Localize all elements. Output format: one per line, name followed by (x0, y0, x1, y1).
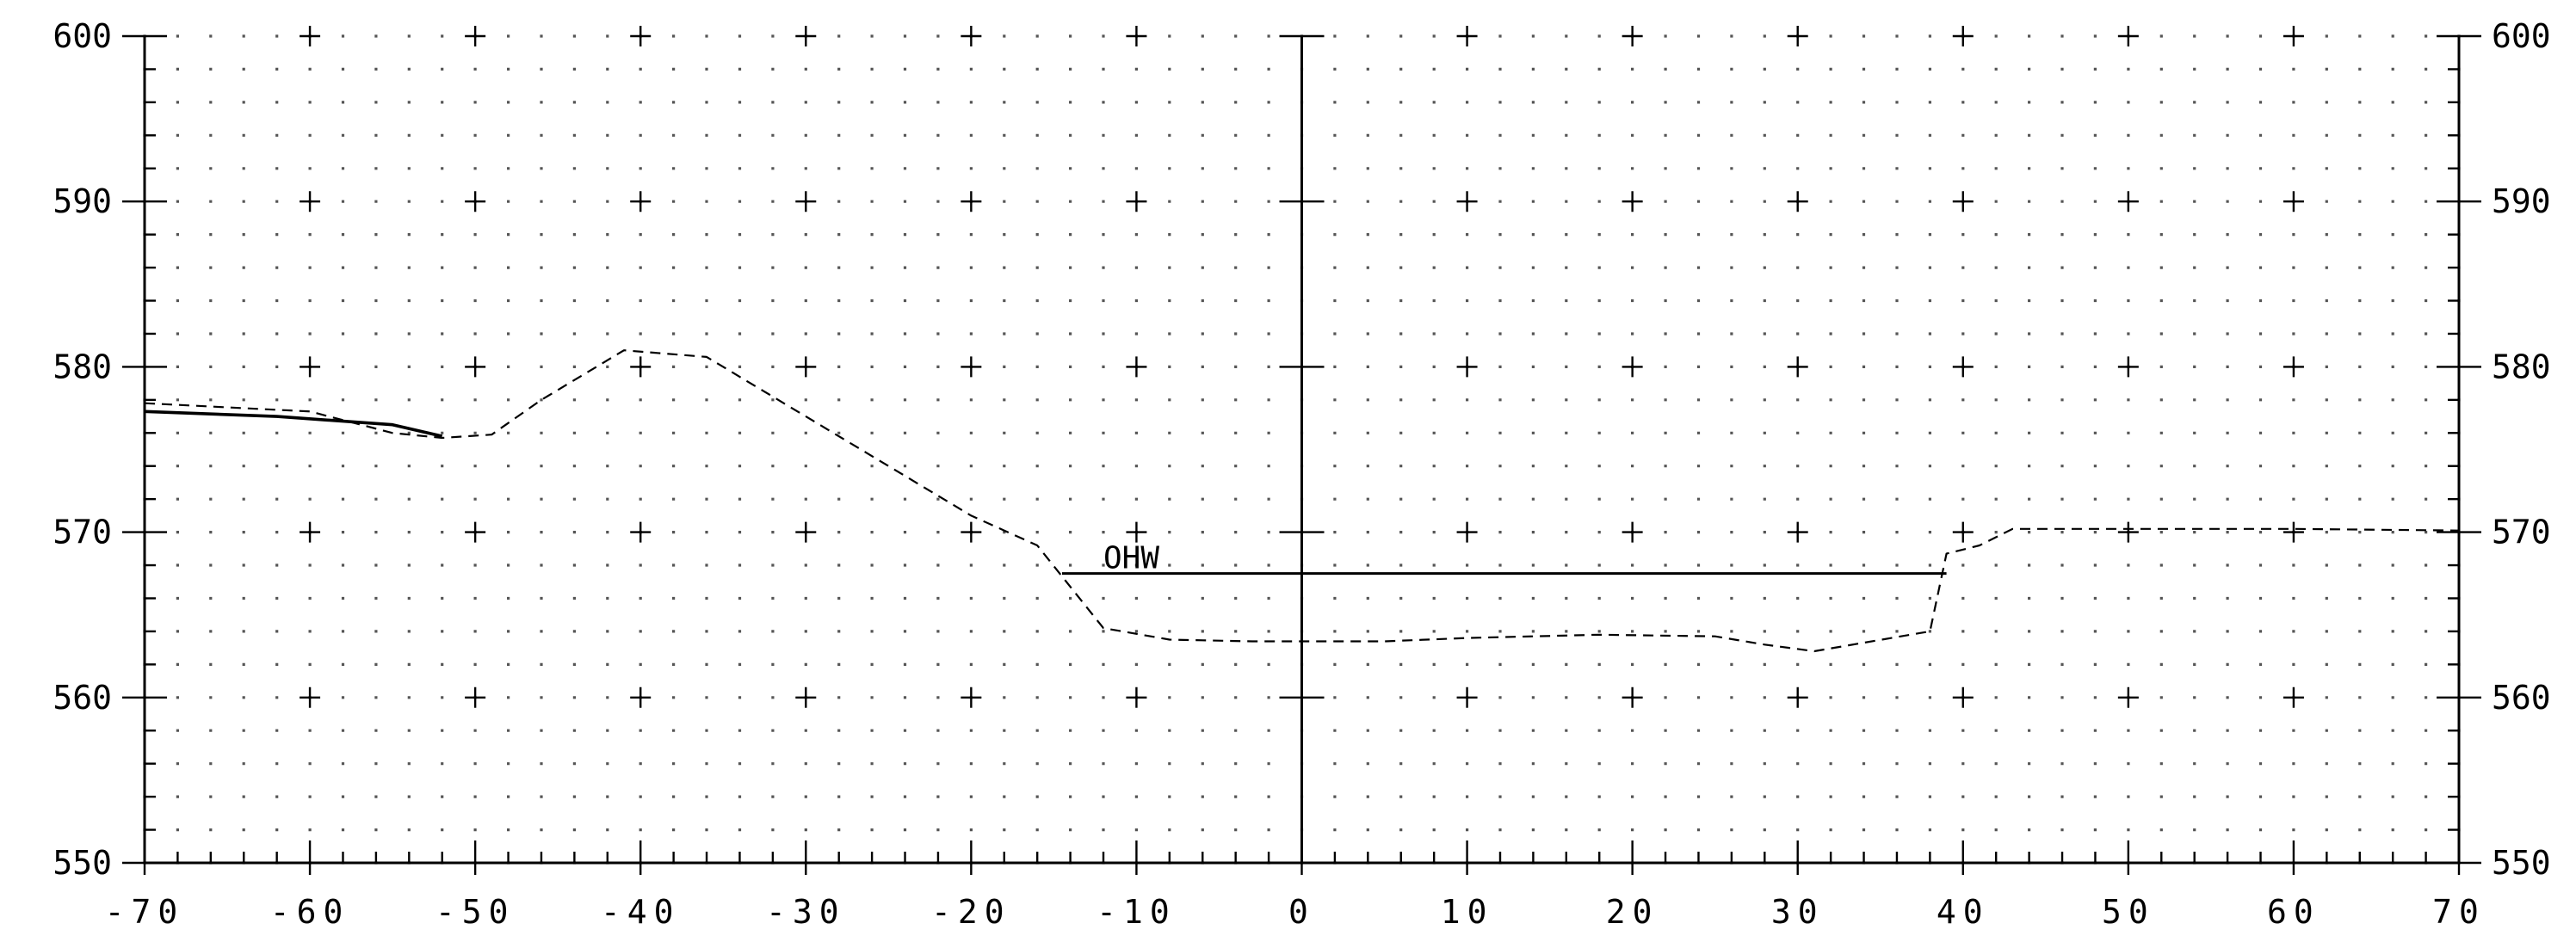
x-tick-label: 0 (1288, 893, 1315, 931)
grid-cross (1126, 356, 1147, 378)
grid-cross (1787, 521, 1808, 543)
grid-cross (630, 356, 652, 378)
grid-cross (2283, 191, 2304, 212)
y-tick-label-left: 560 (53, 679, 112, 717)
grid-cross (465, 191, 486, 212)
grid-cross (1787, 686, 1808, 708)
grid-cross (630, 686, 652, 708)
x-tick-label: -60 (270, 893, 350, 931)
grid-cross (630, 521, 652, 543)
grid-cross (1126, 686, 1147, 708)
grid-cross (2117, 191, 2139, 212)
x-tick-label: 10 (1441, 893, 1494, 931)
y-tick-label-right: 560 (2492, 679, 2551, 717)
x-tick-label: 20 (1606, 893, 1659, 931)
grid-cross (2283, 686, 2304, 708)
grid-cross (300, 686, 321, 708)
grid-cross (1787, 356, 1808, 378)
grid-cross (1952, 521, 1974, 543)
y-tick-label-left: 580 (53, 348, 112, 385)
grid-cross (1126, 26, 1147, 46)
ohw-label: OHW (1103, 541, 1159, 576)
grid-cross (1952, 191, 1974, 212)
proposed-grade-line (144, 409, 443, 438)
grid-cross (1622, 686, 1643, 708)
y-tick-label-left: 600 (53, 17, 112, 55)
grid-cross (1456, 356, 1478, 378)
x-tick-label: 60 (2267, 893, 2320, 931)
x-tick-label: 30 (1771, 893, 1825, 931)
grid-cross (1622, 356, 1643, 378)
grid-cross (2117, 356, 2139, 378)
grid-cross (630, 191, 652, 212)
y-tick-label-left: 590 (53, 182, 112, 220)
x-tick-label: -10 (1096, 893, 1177, 931)
grid-cross (795, 686, 817, 708)
grid-cross (300, 26, 321, 46)
x-tick-label: -40 (601, 893, 681, 931)
grid-cross (465, 521, 486, 543)
grid-cross (795, 191, 817, 212)
grid-cross (1622, 521, 1643, 543)
grid-cross (961, 521, 982, 543)
grid-cross (1622, 191, 1643, 212)
grid-cross (1126, 521, 1147, 543)
x-tick-label: -70 (105, 893, 185, 931)
series-layer (144, 349, 2460, 653)
grid-cross (2117, 686, 2139, 708)
x-tick-label: -20 (931, 893, 1011, 931)
grid-cross (961, 191, 982, 212)
grid-cross (300, 356, 321, 378)
grid-cross (465, 356, 486, 378)
grid-cross (961, 686, 982, 708)
grid-cross (795, 356, 817, 378)
grid-cross (1126, 191, 1147, 212)
y-tick-label-right: 550 (2492, 844, 2551, 882)
y-tick-label-right: 580 (2492, 348, 2551, 385)
grid-cross (1456, 191, 1478, 212)
ground-profile-line (144, 349, 2460, 653)
grid-cross (2283, 356, 2304, 378)
grid-cross (795, 26, 817, 46)
grid-cross (1456, 26, 1478, 46)
grid-cross (2117, 521, 2139, 543)
grid-cross (1622, 26, 1643, 46)
grid-cross (961, 356, 982, 378)
y-tick-label-right: 570 (2492, 514, 2551, 551)
grid-cross (1787, 191, 1808, 212)
grid-cross (1787, 26, 1808, 46)
grid-cross (1952, 686, 1974, 708)
grid-cross (2283, 521, 2304, 543)
axes (122, 34, 2481, 875)
annotations-layer: OHW (1061, 541, 1947, 576)
y-tick-label-left: 570 (53, 514, 112, 551)
grid-cross (300, 191, 321, 212)
grid-cross (2283, 26, 2304, 46)
grid-crosses (300, 26, 2304, 708)
y-tick-label-right: 600 (2492, 17, 2551, 55)
x-tick-label: -50 (436, 893, 516, 931)
x-tick-label: 40 (1937, 893, 1990, 931)
x-tick-label: 50 (2102, 893, 2155, 931)
x-tick-label: 70 (2432, 893, 2486, 931)
grid-cross (795, 521, 817, 543)
y-tick-label-right: 590 (2492, 182, 2551, 220)
grid-cross (1952, 26, 1974, 46)
grid-cross (2117, 26, 2139, 46)
grid-cross (1952, 356, 1974, 378)
grid-cross (1456, 521, 1478, 543)
grid-cross (1456, 686, 1478, 708)
grid-cross (300, 521, 321, 543)
grid-cross (465, 26, 486, 46)
x-tick-label: -30 (766, 893, 846, 931)
grid-cross (630, 26, 652, 46)
grid-cross (465, 686, 486, 708)
grid-cross (961, 26, 982, 46)
y-tick-label-left: 550 (53, 844, 112, 882)
